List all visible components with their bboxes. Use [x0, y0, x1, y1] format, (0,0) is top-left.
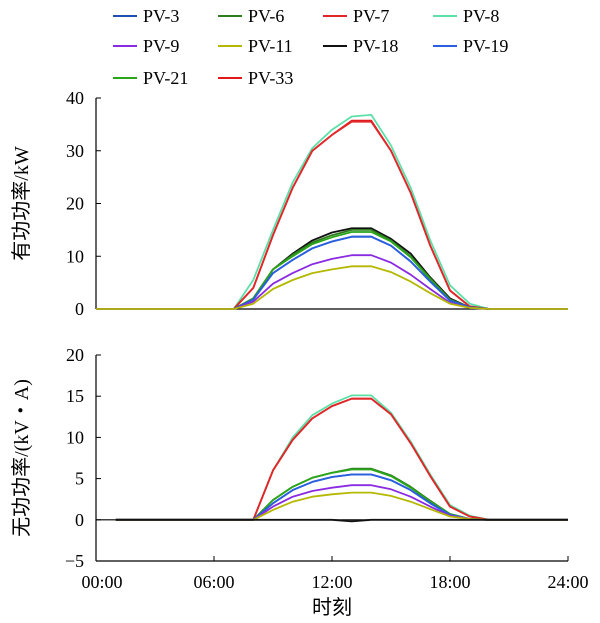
legend-label-pv-18: PV-18 [353, 36, 398, 56]
x-tick-label: 06:00 [193, 572, 234, 592]
series-line-active-pv-11 [96, 265, 568, 310]
y-axis-label-reactive: 无功功率/(kV・A) [10, 379, 33, 537]
series-line-active-pv-19 [96, 235, 568, 310]
series-line-reactive-pv-18 [115, 518, 568, 523]
legend-item-pv-21: PV-21 [113, 68, 188, 88]
y-axis-label-active: 有功功率/kW [10, 146, 33, 261]
series-line-active-pv-33 [96, 119, 568, 310]
series-line-reactive-pv-3 [115, 473, 568, 521]
y-tick-label-active: 30 [66, 141, 84, 161]
legend-item-pv-6: PV-6 [218, 6, 284, 26]
y-tick-label-active: 10 [66, 246, 84, 266]
x-tick-label: 18:00 [429, 572, 470, 592]
y-tick-label-reactive: 20 [66, 345, 84, 365]
legend-label-pv-3: PV-3 [143, 6, 179, 26]
legend-item-pv-33: PV-33 [218, 68, 293, 88]
y-tick-label-active: 0 [75, 299, 84, 319]
legend-item-pv-9: PV-9 [113, 36, 179, 56]
legend-label-pv-33: PV-33 [248, 68, 293, 88]
y-tick-label-reactive: 0 [75, 510, 84, 530]
series-line-reactive-pv-21 [115, 468, 568, 521]
x-tick-label: 00:00 [81, 572, 122, 592]
y-tick-label-reactive: 15 [66, 386, 84, 406]
x-axis-label: 时刻 [312, 596, 352, 619]
series-line-active-pv-3 [96, 235, 568, 310]
x-axis: 00:00 06:00 12:00 18:00 24:00 时刻 [81, 556, 589, 619]
series-line-reactive-pv-11 [115, 491, 568, 521]
series-line-active-pv-21 [96, 231, 568, 310]
legend-label-pv-8: PV-8 [463, 6, 499, 26]
series-line-reactive-pv-33 [115, 397, 568, 521]
y-tick-label-reactive: −5 [65, 551, 84, 571]
series-line-active-pv-7 [96, 120, 568, 310]
legend-label-pv-11: PV-11 [248, 36, 293, 56]
series-line-active-pv-9 [96, 254, 568, 310]
legend-label-pv-9: PV-9 [143, 36, 179, 56]
legend-label-pv-6: PV-6 [248, 6, 284, 26]
y-tick-label-reactive: 10 [66, 427, 84, 447]
legend-item-pv-7: PV-7 [323, 6, 389, 26]
legend-item-pv-11: PV-11 [218, 36, 293, 56]
series-line-reactive-pv-7 [115, 397, 568, 521]
x-tick-label: 12:00 [311, 572, 352, 592]
panel-active: 0 10 20 30 40 有功功率/kW [10, 88, 568, 319]
series-line-reactive-pv-9 [115, 484, 568, 521]
y-tick-label-active: 20 [66, 194, 84, 214]
series-line-reactive-pv-19 [115, 473, 568, 521]
x-tick-label: 24:00 [547, 572, 588, 592]
y-tick-label-active: 40 [66, 88, 84, 108]
legend-item-pv-19: PV-19 [433, 36, 508, 56]
y-tick-label-reactive: 5 [75, 469, 84, 489]
legend-label-pv-7: PV-7 [353, 6, 389, 26]
series-line-reactive-pv-8 [115, 394, 568, 521]
legend-item-pv-8: PV-8 [433, 6, 499, 26]
legend-item-pv-18: PV-18 [323, 36, 398, 56]
panel-reactive: −5 0 5 10 15 20 无功功率/(kV・A) [10, 345, 568, 571]
legend-item-pv-3: PV-3 [113, 6, 179, 26]
series-line-active-pv-8 [96, 114, 568, 310]
legend-label-pv-19: PV-19 [463, 36, 508, 56]
legend-label-pv-21: PV-21 [143, 68, 188, 88]
